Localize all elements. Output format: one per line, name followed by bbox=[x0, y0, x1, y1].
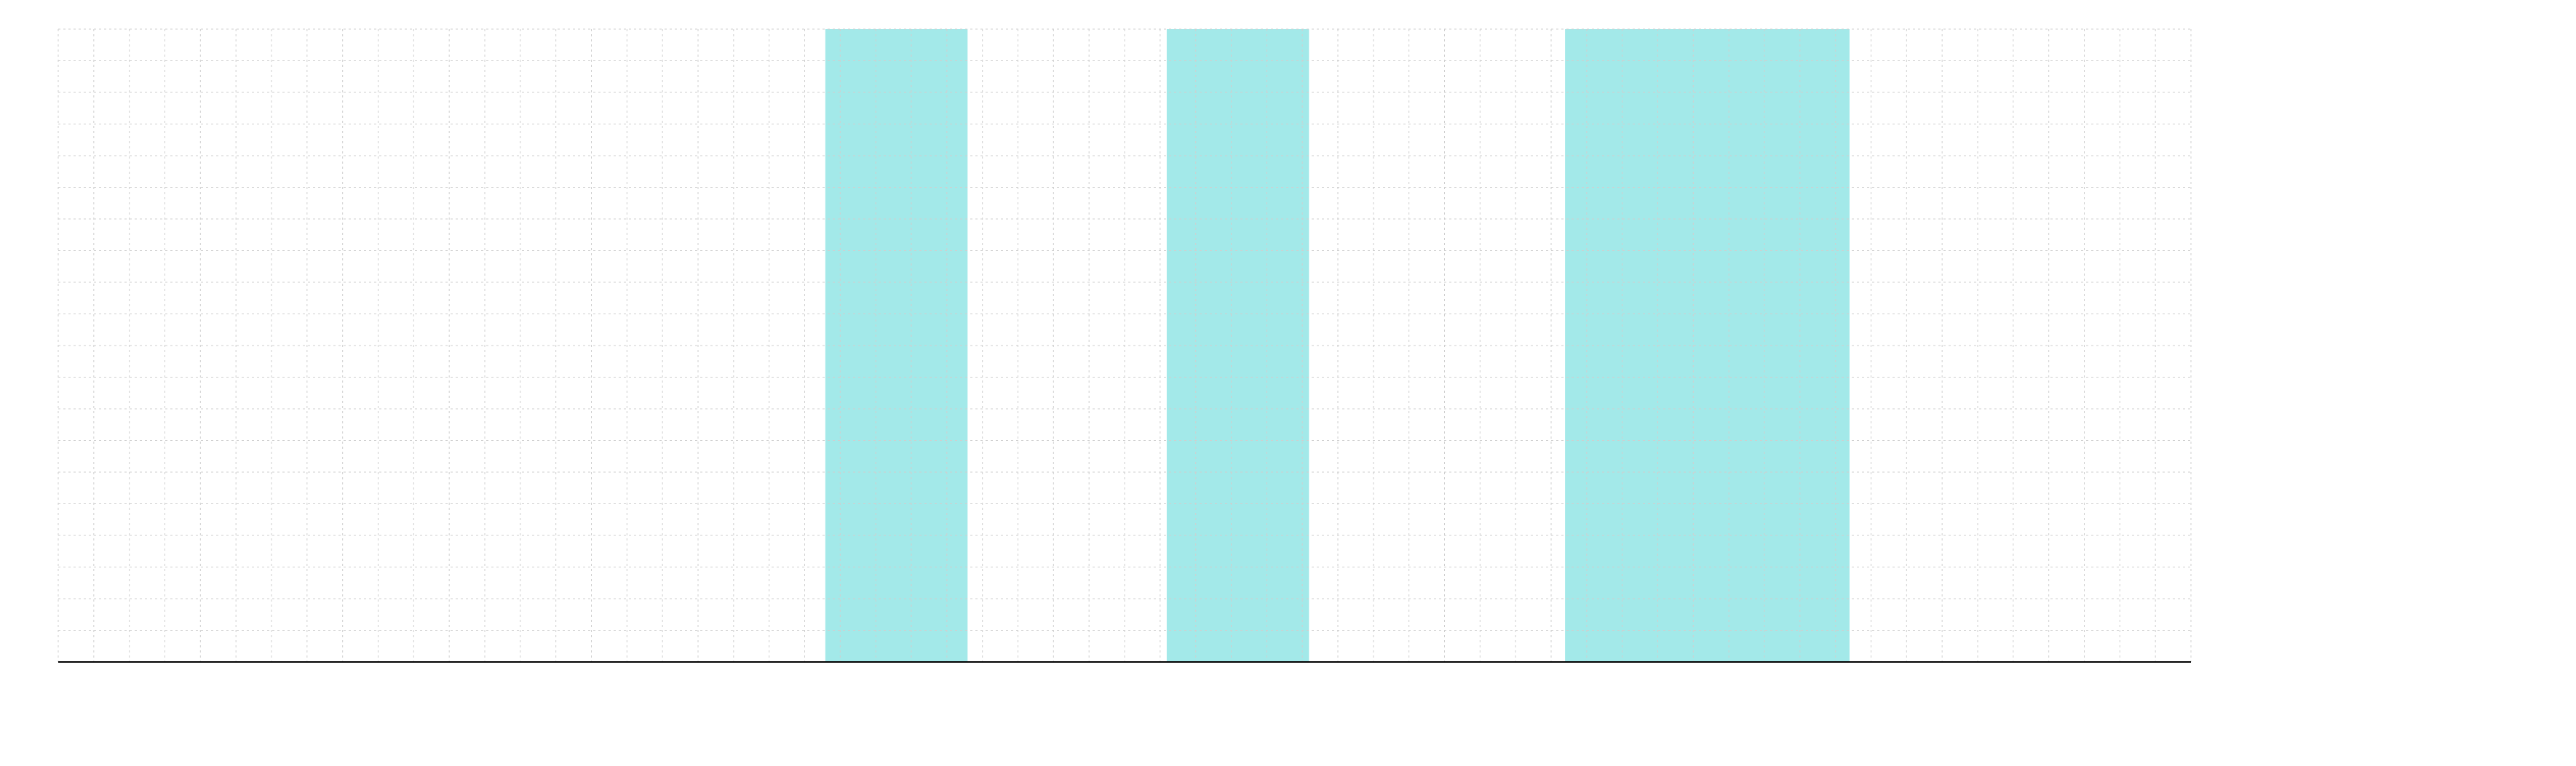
water-level-chart bbox=[0, 0, 2576, 766]
